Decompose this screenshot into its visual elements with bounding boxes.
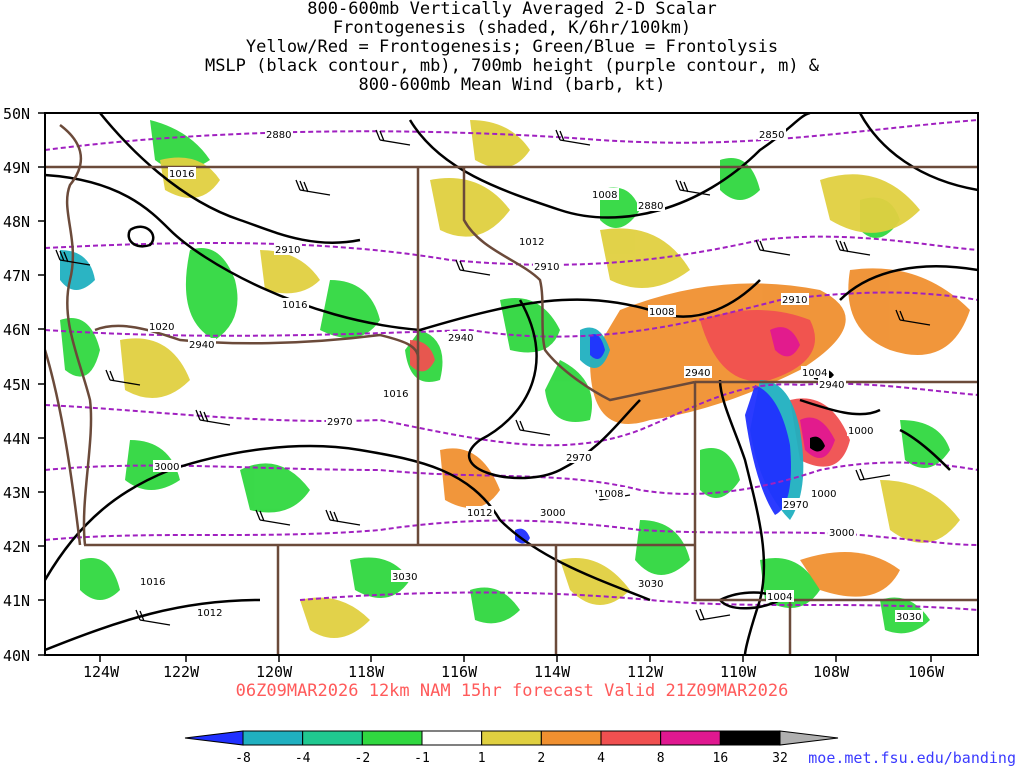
colorbar-cell <box>719 730 781 746</box>
pressure-label: 1008 <box>598 489 623 500</box>
lon-label: 106W <box>908 663 945 681</box>
lat-label: 46N <box>3 321 30 339</box>
wind-barbs <box>55 129 931 626</box>
pressure-label: 1016 <box>169 169 194 180</box>
map-title: 800-600mb Vertically Averaged 2-D Scalar… <box>0 0 1024 95</box>
height-label: 3000 <box>154 462 179 473</box>
height-label: 2880 <box>266 130 291 141</box>
height-label: 3030 <box>638 579 663 590</box>
colorbar-tick-label: -2 <box>355 751 371 766</box>
colorbar-tick-label: 2 <box>537 751 545 766</box>
forecast-valid-time: 06Z09MAR2026 12km NAM 15hr forecast Vali… <box>235 681 789 701</box>
latitude-axis: 50N 49N 48N 47N 46N 45N 44N 43N 42N 41N … <box>3 105 45 665</box>
colorbar-tick-label: 4 <box>597 751 605 766</box>
pressure-label: 1004 <box>767 592 792 603</box>
colorbar-cell <box>242 730 304 746</box>
colorbar: -8 -4 -2 -1 1 2 4 8 16 32 <box>184 730 839 766</box>
height-label: 3030 <box>392 572 417 583</box>
height-label: 2940 <box>189 340 214 351</box>
height-label: 2910 <box>275 245 300 256</box>
lon-label: 112W <box>627 663 664 681</box>
pressure-label: 1016 <box>282 300 307 311</box>
colorbar-tick-label: 1 <box>478 751 486 766</box>
lat-label: 48N <box>3 213 30 231</box>
lon-label: 122W <box>163 663 200 681</box>
source-credit-link[interactable]: moe.met.fsu.edu/banding <box>808 749 1016 767</box>
colorbar-cell <box>421 730 483 746</box>
lat-label: 50N <box>3 105 30 123</box>
lon-label: 108W <box>813 663 850 681</box>
lon-label: 118W <box>348 663 385 681</box>
height-label: 2910 <box>534 262 559 273</box>
height-label: 2970 <box>783 500 808 511</box>
height-label: 2910 <box>782 295 807 306</box>
pressure-contours <box>45 113 978 655</box>
colorbar-cells <box>242 730 781 746</box>
lat-label: 47N <box>3 267 30 285</box>
longitude-axis: 124W 122W 120W 118W 116W 114W 112W 110W … <box>83 655 945 681</box>
height-label: 2850 <box>759 130 784 141</box>
pressure-label: 1020 <box>149 322 174 333</box>
pressure-label: 1004 <box>802 368 827 379</box>
colorbar-tick-label: 16 <box>713 751 729 766</box>
colorbar-cell <box>361 730 423 746</box>
pressure-label: 1008 <box>649 307 674 318</box>
height-contours <box>45 119 978 611</box>
height-label: 3000 <box>829 528 854 539</box>
title-line-5: 800-600mb Mean Wind (barb, kt) <box>358 75 666 95</box>
title-line-2: Frontogenesis (shaded, K/6hr/100km) <box>332 18 692 38</box>
pressure-label: 1016 <box>140 577 165 588</box>
height-label: 2940 <box>819 380 844 391</box>
lon-label: 116W <box>441 663 478 681</box>
height-label: 2970 <box>566 453 591 464</box>
colorbar-cell <box>481 730 542 746</box>
colorbar-tick-label: 8 <box>657 751 665 766</box>
height-label: 2940 <box>448 333 473 344</box>
lon-label: 124W <box>83 663 120 681</box>
pressure-label: 1012 <box>519 237 544 248</box>
frontogenesis-weak-areas <box>120 120 960 638</box>
pressure-label: 1012 <box>467 508 492 519</box>
colorbar-cell <box>540 730 602 746</box>
colorbar-tick-label: -8 <box>235 751 251 766</box>
colorbar-cell <box>302 730 363 746</box>
lat-label: 41N <box>3 592 30 610</box>
title-line-3: Yellow/Red = Frontogenesis; Green/Blue =… <box>245 37 779 57</box>
colorbar-tick-label: 32 <box>772 751 788 766</box>
lat-label: 40N <box>3 647 30 665</box>
colorbar-tick-label: -1 <box>414 751 430 766</box>
lon-label: 114W <box>534 663 571 681</box>
title-line-4: MSLP (black contour, mb), 700mb height (… <box>204 56 820 76</box>
colorbar-cell <box>660 730 721 746</box>
pressure-label: 1000 <box>848 426 873 437</box>
colorbar-tick-label: -4 <box>295 751 311 766</box>
state-borders <box>45 124 978 655</box>
colorbar-high-arrow <box>779 730 839 746</box>
lat-label: 42N <box>3 538 30 556</box>
pressure-label: 1012 <box>197 608 222 619</box>
lat-label: 43N <box>3 484 30 502</box>
contour-labels: 2880 2850 2880 2910 2910 2910 2940 2940 … <box>139 128 923 623</box>
pressure-label: 1008 <box>592 190 617 201</box>
title-line-1: 800-600mb Vertically Averaged 2-D Scalar <box>307 0 717 19</box>
height-label: 2880 <box>638 201 663 212</box>
lat-label: 49N <box>3 159 30 177</box>
height-label: 3030 <box>896 612 921 623</box>
lat-label: 44N <box>3 430 30 448</box>
lon-label: 120W <box>256 663 293 681</box>
lon-label: 110W <box>720 663 757 681</box>
height-label: 2940 <box>685 368 710 379</box>
pressure-label: 1000 <box>811 489 836 500</box>
pressure-label: 1016 <box>383 389 408 400</box>
height-label: 2970 <box>327 417 352 428</box>
colorbar-labels: -8 -4 -2 -1 1 2 4 8 16 32 <box>235 751 788 766</box>
lat-label: 45N <box>3 376 30 394</box>
height-label: 3000 <box>540 508 565 519</box>
colorbar-low-arrow <box>184 730 244 746</box>
colorbar-cell <box>600 730 662 746</box>
